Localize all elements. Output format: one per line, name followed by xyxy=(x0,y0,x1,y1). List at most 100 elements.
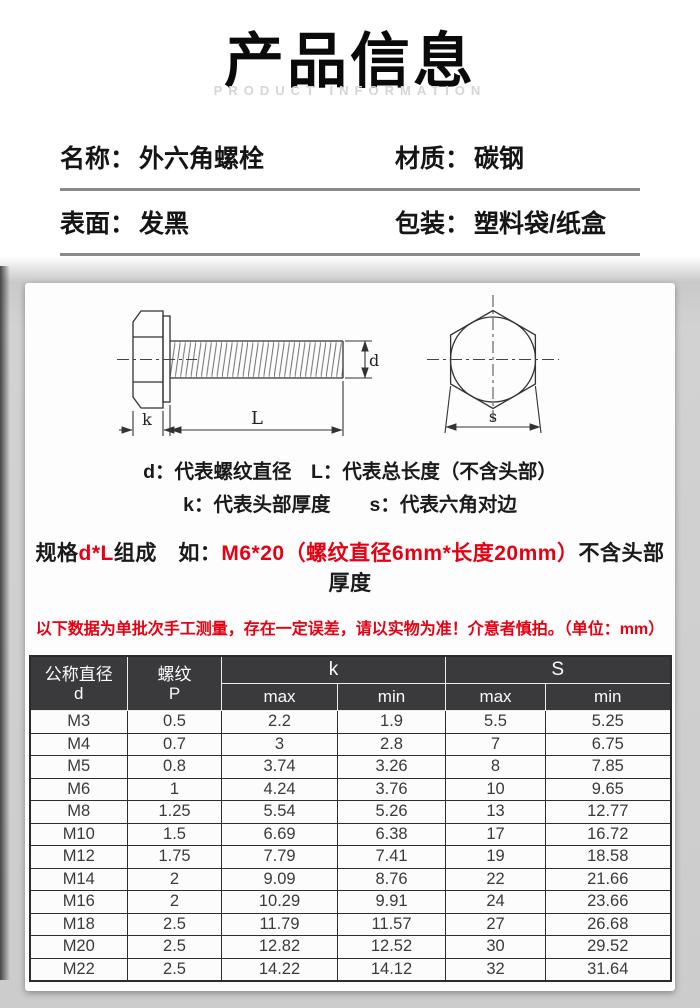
col-header-diameter-line2: d xyxy=(74,683,84,703)
bolt-dimension-diagram: d k L xyxy=(117,295,559,436)
table-cell: 27 xyxy=(445,912,546,936)
col-header-pitch-line1: 螺纹 xyxy=(157,664,192,684)
table-cell: 6.38 xyxy=(337,822,446,846)
spec-text-red: d*L xyxy=(78,542,114,565)
page-title: 产品信息 xyxy=(224,28,476,95)
table-cell: 9.09 xyxy=(221,867,338,891)
table-cell: 7.79 xyxy=(221,845,338,869)
table-cell: 9.65 xyxy=(545,777,671,801)
dimension-d xyxy=(345,340,372,379)
table-cell: 5.25 xyxy=(545,710,671,734)
table-cell: 16.72 xyxy=(545,822,671,846)
spec-table-body: M3 0.5 2.2 1.9 5.5 5.25 M4 0.7 3 2.8 7 6.75 M5 0.8 3.7… xyxy=(29,710,671,982)
spec-text: 不含头部厚度 xyxy=(328,542,665,595)
table-cell: 3.26 xyxy=(337,755,446,779)
dim-label-k: k xyxy=(142,410,152,429)
table-cell: 11.57 xyxy=(337,912,446,936)
page-subtitle: PRODUCT INFORMATION xyxy=(213,83,487,98)
attr-material-value: 碳钢 xyxy=(474,145,525,173)
table-cell: 1.9 xyxy=(337,710,446,734)
table-cell: 2 xyxy=(127,890,222,914)
col-header-k-group: k xyxy=(221,655,446,684)
col-header-pitch: 螺纹 P xyxy=(127,655,222,711)
table-cell: 6.69 xyxy=(221,822,338,846)
table-cell: 10.29 xyxy=(221,890,338,914)
table-cell: 3.74 xyxy=(221,755,338,779)
subheader-s-max: max xyxy=(445,683,546,711)
table-cell: 26.68 xyxy=(545,912,671,936)
table-cell: 7.85 xyxy=(545,755,671,779)
table-cell: 12.52 xyxy=(337,935,446,959)
subheader-k-max: max xyxy=(221,683,338,711)
attr-name-label: 名称： xyxy=(60,145,136,173)
table-row: M3 0.5 2.2 1.9 5.5 5.25 xyxy=(29,710,671,734)
dim-label-L: L xyxy=(251,408,263,429)
table-cell: M5 xyxy=(29,755,128,779)
table-cell: 2.8 xyxy=(337,732,446,756)
col-header-diameter-line1: 公称直径 xyxy=(44,664,113,684)
table-row: M20 2.5 12.82 12.52 30 29.52 xyxy=(29,935,671,959)
spec-format-line: 规格d*L组成 如：M6*20（螺纹直径6mm*长度20mm）不含头部厚度 xyxy=(25,539,675,599)
spec-text-red: M6*20（螺纹直径6mm*长度20mm） xyxy=(221,542,579,565)
header-section: 产品信息 PRODUCT INFORMATION 名称： 外六角螺栓 材质： 碳钢 … xyxy=(0,0,700,256)
col-header-pitch-line2: P xyxy=(168,683,181,703)
spec-text: 规格 xyxy=(35,542,79,565)
spec-table-header: 公称直径 d 螺纹 P k S max min max min xyxy=(29,655,671,711)
table-cell: 8.76 xyxy=(337,867,446,891)
table-cell: M6 xyxy=(29,777,128,801)
table-cell: 2.5 xyxy=(127,912,222,936)
table-cell: 22 xyxy=(445,867,546,891)
spec-panel: d k L xyxy=(25,283,675,991)
table-row: M14 2 9.09 8.76 22 21.66 xyxy=(29,867,671,891)
table-cell: 10 xyxy=(445,777,546,801)
table-row: M8 1.25 5.54 5.26 13 12.77 xyxy=(29,800,671,824)
attr-surface-value: 发黑 xyxy=(139,210,190,238)
table-cell: 8 xyxy=(445,755,546,779)
attr-name-value: 外六角螺栓 xyxy=(139,145,265,173)
table-cell: M18 xyxy=(29,912,128,936)
table-cell: 2.2 xyxy=(221,710,338,734)
dimension-L xyxy=(169,381,344,436)
table-cell: 2.5 xyxy=(127,935,222,959)
table-cell: M22 xyxy=(29,957,128,982)
table-cell: 1.25 xyxy=(127,800,222,824)
attribute-row-1: 名称： 外六角螺栓 材质： 碳钢 xyxy=(60,126,640,188)
table-cell: 14.12 xyxy=(337,957,446,982)
bolt-side-view xyxy=(132,310,344,409)
table-cell: 19 xyxy=(445,845,546,869)
table-cell: 7.41 xyxy=(337,845,446,869)
table-row: M10 1.5 6.69 6.38 17 16.72 xyxy=(29,822,671,846)
table-cell: M14 xyxy=(29,867,128,891)
table-cell: 14.22 xyxy=(221,957,338,982)
left-edge-shadow xyxy=(0,266,10,981)
table-cell: 0.8 xyxy=(127,755,222,779)
table-cell: 12.82 xyxy=(221,935,338,959)
attr-surface-label: 表面： xyxy=(60,210,136,238)
table-cell: 5.26 xyxy=(337,800,446,824)
table-cell: 21.66 xyxy=(545,867,671,891)
dim-label-d: d xyxy=(369,351,379,370)
col-header-diameter: 公称直径 d xyxy=(29,655,128,711)
table-cell: 5.54 xyxy=(221,800,338,824)
table-cell: 1.75 xyxy=(127,845,222,869)
table-cell: 6.75 xyxy=(545,732,671,756)
spec-table: 公称直径 d 螺纹 P k S max min max min xyxy=(28,655,672,982)
table-cell: 17 xyxy=(445,822,546,846)
dim-label-s: s xyxy=(489,407,497,426)
table-cell: 32 xyxy=(445,957,546,982)
table-cell: 3 xyxy=(221,732,338,756)
table-cell: 23.66 xyxy=(545,890,671,914)
divider-line xyxy=(60,188,640,191)
table-cell: 30 xyxy=(445,935,546,959)
table-cell: M8 xyxy=(29,800,128,824)
subheader-s-min: min xyxy=(545,683,671,711)
table-cell: 2.5 xyxy=(127,957,222,982)
table-cell: 11.79 xyxy=(221,912,338,936)
table-cell: M12 xyxy=(29,845,128,869)
product-attributes: 名称： 外六角螺栓 材质： 碳钢 表面： 发黑 包装： 塑料袋/纸盒 xyxy=(0,126,700,256)
table-cell: 9.91 xyxy=(337,890,446,914)
table-row: M12 1.75 7.79 7.41 19 18.58 xyxy=(29,845,671,869)
table-cell: 0.7 xyxy=(127,732,222,756)
attribute-row-2: 表面： 发黑 包装： 塑料袋/纸盒 xyxy=(60,191,640,253)
subheader-k-min: min xyxy=(337,683,446,711)
